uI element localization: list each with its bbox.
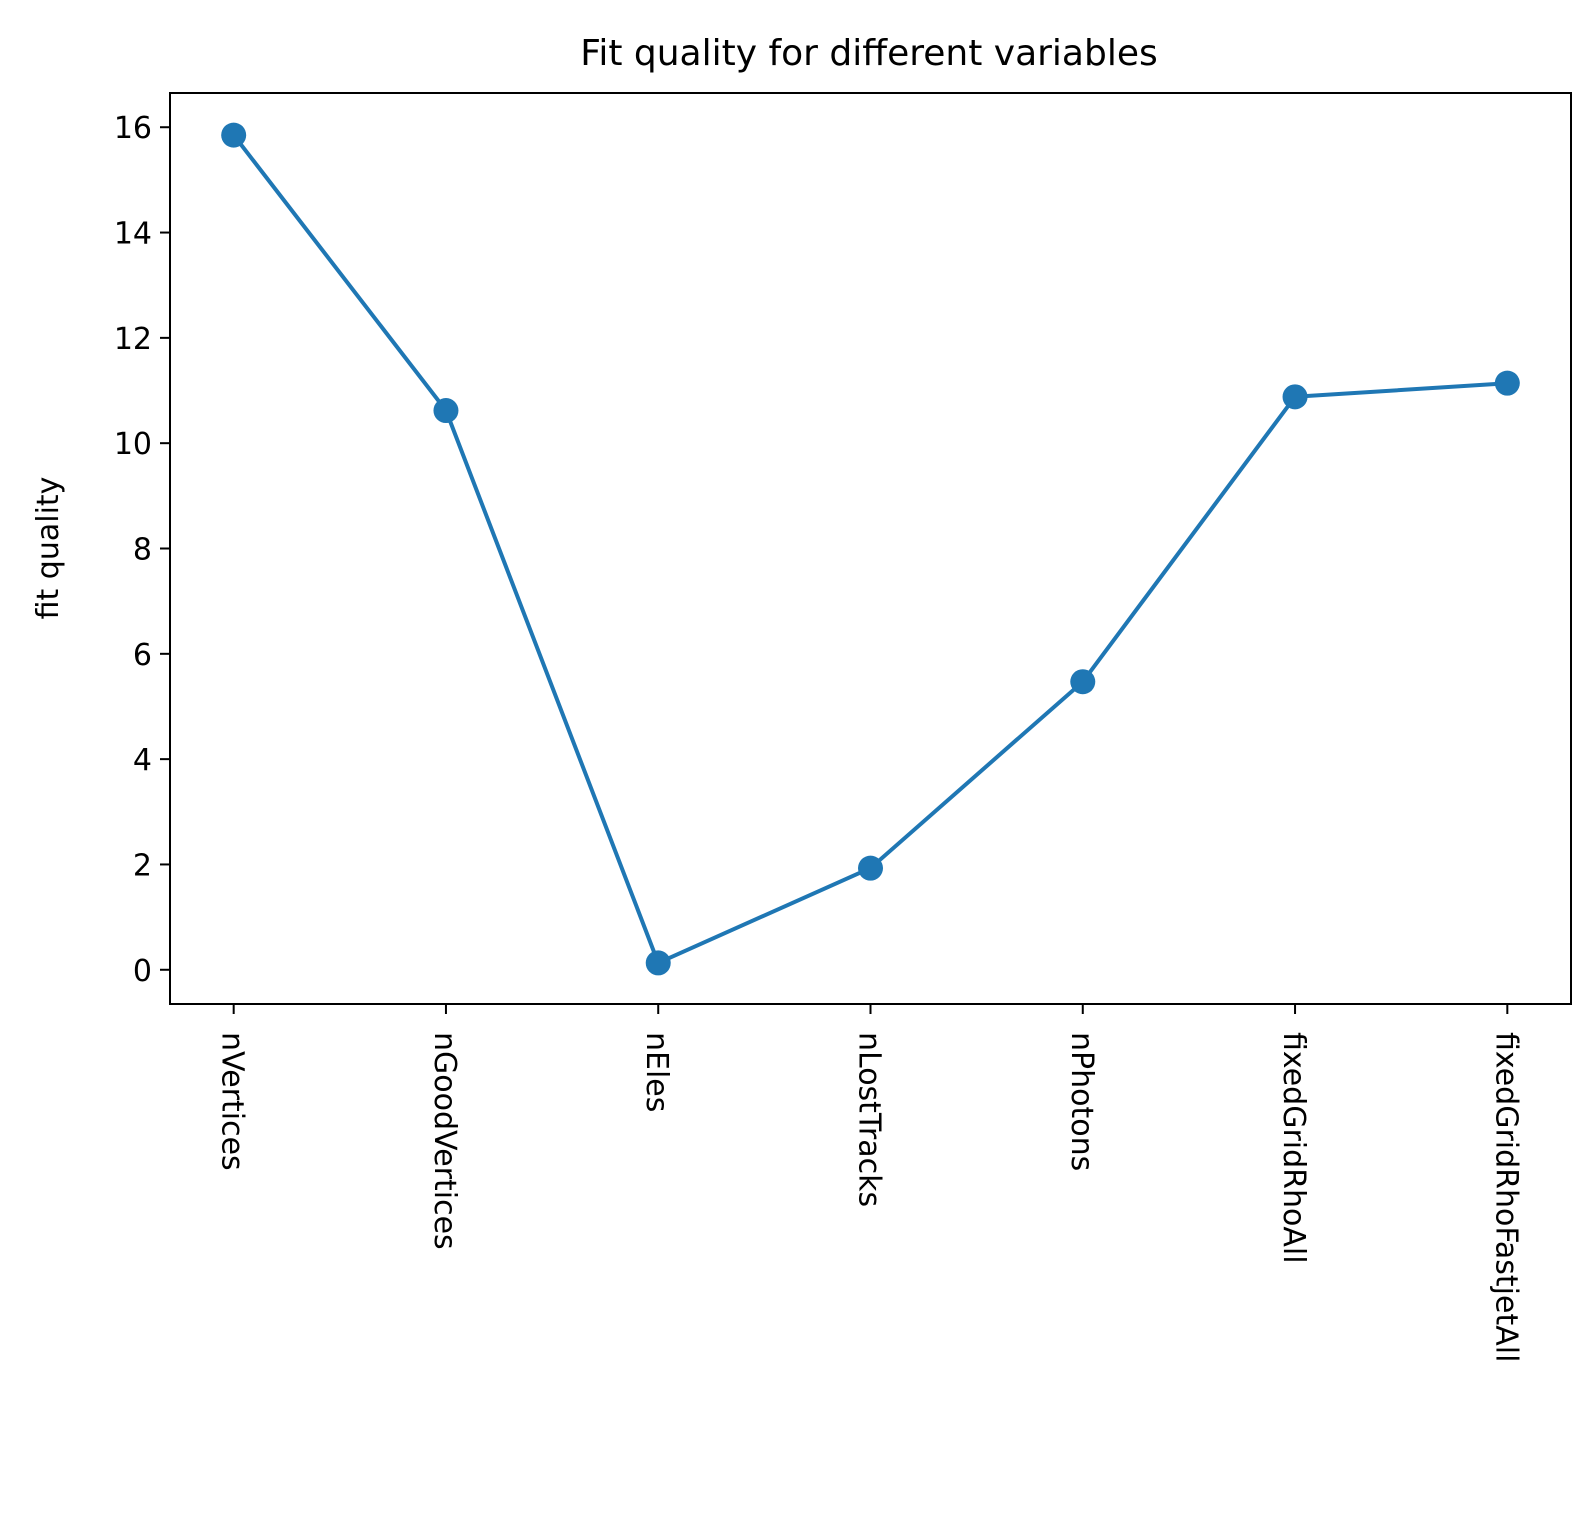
series-line — [232, 133, 1508, 965]
y-axis-label: fit quality — [31, 477, 66, 620]
y-tick-label: 2 — [133, 848, 152, 883]
data-point — [645, 950, 671, 976]
x-tick-label: fixedGridRhoAll — [1276, 1032, 1311, 1264]
data-point — [858, 855, 883, 881]
y-tick-label: 4 — [133, 743, 152, 778]
data-point — [1282, 384, 1308, 410]
x-tick-label: nPhotons — [1064, 1032, 1099, 1171]
data-point — [1494, 370, 1520, 396]
chart-title: Fit quality for different variables — [580, 33, 1158, 74]
x-tick-label: nVertices — [215, 1032, 250, 1171]
x-tick-label: fixedGridRhoFastjetAll — [1488, 1032, 1523, 1362]
data-point — [221, 122, 247, 148]
x-tick-label: nGoodVertices — [427, 1032, 462, 1250]
y-tick-label: 0 — [133, 954, 152, 989]
y-tick-label: 14 — [114, 217, 152, 252]
data-point — [433, 398, 459, 424]
y-tick-label: 6 — [133, 638, 152, 673]
plot-area: 0 2 4 6 8 10 12 14 16 nVertices nGoodVertices nEles… — [114, 92, 1572, 1362]
x-tick-label: nLostTracks — [852, 1032, 887, 1207]
data-point — [1070, 669, 1096, 695]
y-tick-label: 10 — [114, 427, 152, 462]
y-tick-label: 16 — [114, 111, 152, 146]
y-tick-label: 8 — [133, 533, 152, 568]
x-tick-label: nEles — [639, 1032, 674, 1112]
y-tick-label: 12 — [114, 322, 152, 357]
